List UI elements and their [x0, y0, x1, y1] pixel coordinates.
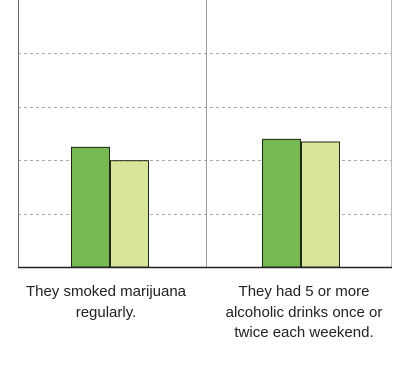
bars [71, 138, 340, 268]
bar-cat1-series1 [301, 141, 340, 268]
bar-cat0-series0 [71, 146, 110, 268]
bar-chart [18, 0, 392, 269]
category-label-marijuana: They smoked marijuana regularly. [25, 283, 187, 321]
bar-cat1-series0 [262, 138, 301, 268]
bar-cat0-series1 [110, 160, 149, 268]
category-label-alcohol: They had 5 or more alcoholic drinks once… [225, 283, 383, 341]
chart-frame [18, 0, 392, 269]
